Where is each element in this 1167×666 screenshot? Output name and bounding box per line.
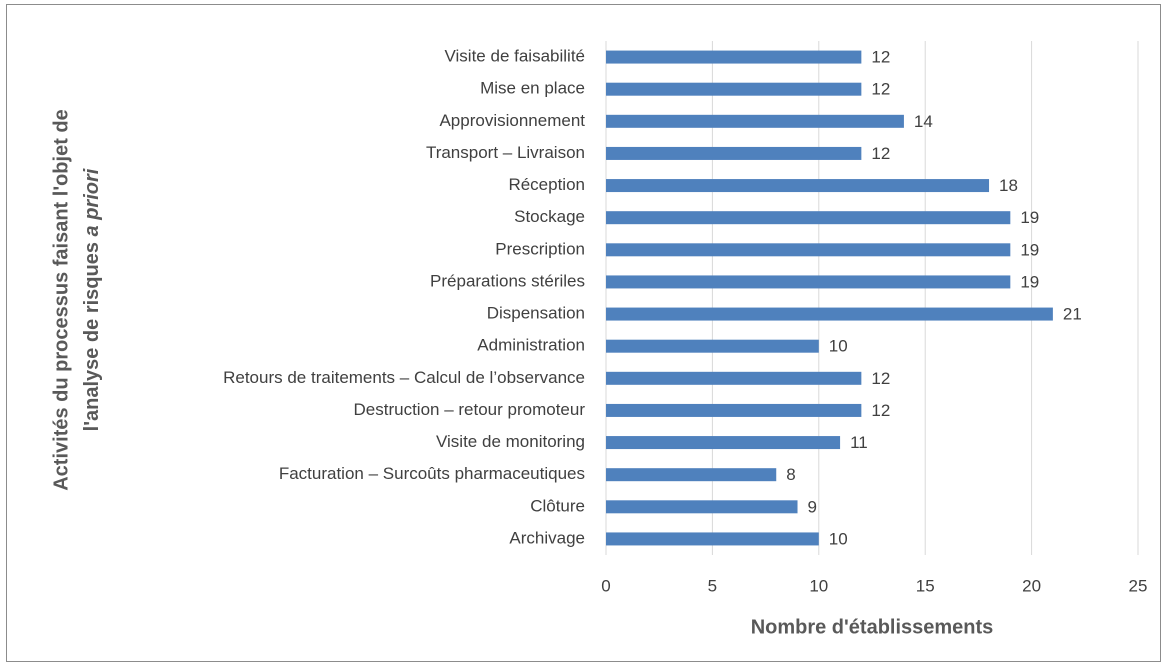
x-tick-label: 20 bbox=[1022, 576, 1041, 595]
y-tick-label: Stockage bbox=[514, 207, 585, 226]
y-tick-label: Visite de faisabilité bbox=[445, 47, 586, 66]
bar bbox=[606, 371, 862, 385]
x-axis-title: Nombre d'établissements bbox=[751, 616, 994, 638]
y-tick-label: Archivage bbox=[509, 528, 585, 547]
y-tick-label: Dispensation bbox=[487, 304, 585, 323]
y-tick-label: Retours de traitements – Calcul de l’obs… bbox=[223, 368, 585, 387]
data-label: 18 bbox=[999, 176, 1018, 195]
data-label: 10 bbox=[829, 529, 848, 548]
data-label: 19 bbox=[1020, 208, 1039, 227]
bar bbox=[606, 500, 798, 514]
data-label: 19 bbox=[1020, 240, 1039, 259]
x-tick-label: 25 bbox=[1129, 576, 1148, 595]
bar bbox=[606, 50, 862, 64]
data-label: 9 bbox=[808, 497, 817, 516]
data-label: 19 bbox=[1020, 272, 1039, 291]
y-tick-label: Prescription bbox=[495, 239, 585, 258]
bar bbox=[606, 179, 990, 193]
bar bbox=[606, 211, 1011, 225]
data-label: 14 bbox=[914, 112, 933, 131]
bar bbox=[606, 307, 1053, 321]
data-label: 12 bbox=[871, 401, 890, 420]
bar bbox=[606, 532, 819, 546]
bar bbox=[606, 243, 1011, 257]
bar bbox=[606, 468, 777, 482]
bar bbox=[606, 436, 841, 450]
data-label: 12 bbox=[871, 80, 890, 99]
y-tick-label: Préparations stériles bbox=[430, 271, 585, 290]
y-tick-label: Visite de monitoring bbox=[436, 432, 585, 451]
y-tick-label: Destruction – retour promoteur bbox=[354, 400, 586, 419]
data-label: 12 bbox=[871, 48, 890, 67]
x-tick-label: 15 bbox=[916, 576, 935, 595]
x-tick-label: 10 bbox=[809, 576, 828, 595]
y-tick-label: Réception bbox=[508, 175, 585, 194]
x-tick-label: 0 bbox=[601, 576, 610, 595]
chart-border bbox=[6, 4, 1161, 662]
y-axis-title-italic: a priori bbox=[81, 168, 103, 236]
data-label: 12 bbox=[871, 144, 890, 163]
y-tick-label: Transport – Livraison bbox=[426, 143, 585, 162]
y-tick-label: Administration bbox=[477, 336, 585, 355]
bar bbox=[606, 275, 1011, 289]
bar bbox=[606, 339, 819, 353]
y-tick-label: Mise en place bbox=[480, 79, 585, 98]
bar bbox=[606, 114, 904, 128]
y-tick-label: Facturation – Surcoûts pharmaceutiques bbox=[279, 464, 585, 483]
y-axis-title: Activités du processus faisant l'objet d… bbox=[50, 109, 72, 491]
data-label: 11 bbox=[850, 433, 868, 452]
bar bbox=[606, 403, 862, 417]
data-label: 21 bbox=[1063, 305, 1082, 324]
y-tick-label: Clôture bbox=[530, 496, 585, 515]
y-axis-title: l'analyse de risques a priori bbox=[81, 168, 103, 431]
data-label: 12 bbox=[871, 369, 890, 388]
x-tick-label: 5 bbox=[708, 576, 717, 595]
bar bbox=[606, 146, 862, 160]
y-tick-label: Approvisionnement bbox=[439, 111, 585, 130]
data-label: 10 bbox=[829, 337, 848, 356]
bar bbox=[606, 82, 862, 96]
y-axis-title-part: l'analyse de risques bbox=[81, 242, 103, 431]
data-label: 8 bbox=[786, 465, 795, 484]
